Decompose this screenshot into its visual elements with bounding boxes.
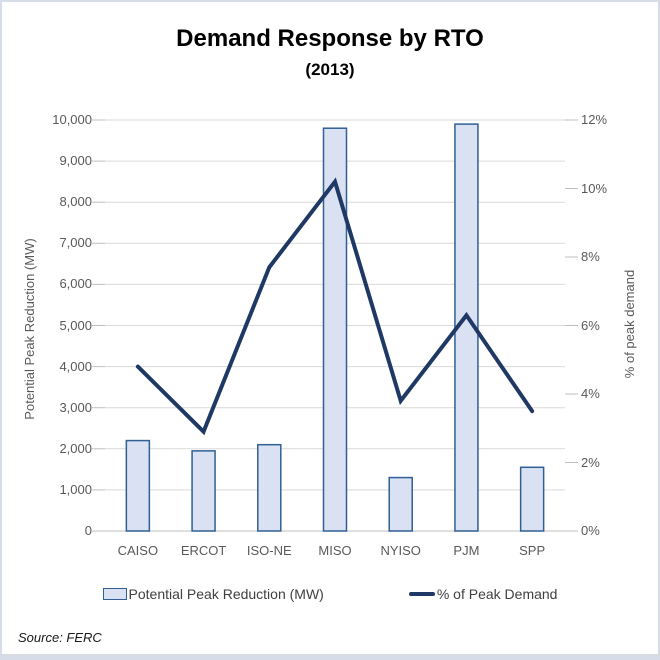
category-label-spp: SPP xyxy=(519,543,546,558)
right-axis-tick-label: 0% xyxy=(581,523,600,538)
category-label-ercot: ERCOT xyxy=(180,543,227,558)
left-axis-tick-label: 9,000 xyxy=(59,153,92,169)
right-axis-tick-label: 12% xyxy=(581,112,608,127)
bar-miso xyxy=(322,127,348,532)
category-label-iso-ne: ISO-NE xyxy=(246,543,292,558)
left-axis-tick-label: 5,000 xyxy=(59,317,92,333)
category-label-nyiso: NYISO xyxy=(380,543,421,558)
bar-spp xyxy=(519,466,545,532)
left-axis-tick-label: 0 xyxy=(84,523,92,538)
bar-caiso xyxy=(125,439,151,532)
bar-series-swatch xyxy=(102,588,127,600)
bottom-border-band xyxy=(0,654,660,660)
left-axis-tick-label: 1,000 xyxy=(59,481,92,497)
legend: Potential Peak Reduction (MW) % of Peak … xyxy=(2,584,658,604)
category-label-miso: MISO xyxy=(318,543,352,558)
left-axis-tick-label: 2,000 xyxy=(59,440,92,456)
right-axis-tick-label: 6% xyxy=(581,317,600,333)
right-axis-tick-label: 10% xyxy=(581,180,608,196)
category-label-pjm: PJM xyxy=(453,543,480,558)
right-axis-tick-label: 4% xyxy=(581,386,600,401)
chart-subtitle: (2013) xyxy=(305,60,355,79)
legend-item-bar-series: Potential Peak Reduction (MW) xyxy=(102,584,324,604)
bar-nyiso xyxy=(388,476,413,532)
line-series-swatch xyxy=(408,592,435,596)
left-axis-tick-label: 8,000 xyxy=(59,194,92,210)
category-label-caiso: CAISO xyxy=(117,543,159,558)
left-axis-tick-label: 3,000 xyxy=(59,399,92,415)
right-axis-tick-label: 8% xyxy=(581,249,600,264)
legend-item-line-series: % of Peak Demand xyxy=(408,584,558,604)
left-axis-tick-label: 7,000 xyxy=(59,235,92,251)
left-axis-tick-label: 10,000 xyxy=(52,112,92,127)
left-axis-tick-label: 6,000 xyxy=(59,276,92,292)
chart-title: Demand Response by RTO xyxy=(176,25,484,52)
right-axis-tick-label: 2% xyxy=(581,454,600,470)
percent-of-peak-demand-line xyxy=(135,177,535,436)
legend-label-line-series: % of Peak Demand xyxy=(436,586,558,602)
legend-label-bar-series: Potential Peak Reduction (MW) xyxy=(128,586,324,602)
source-note: Source: FERC xyxy=(18,630,102,645)
left-axis-tick-label: 4,000 xyxy=(59,358,92,374)
bar-ercot xyxy=(191,450,216,532)
bar-iso-ne xyxy=(257,443,282,532)
